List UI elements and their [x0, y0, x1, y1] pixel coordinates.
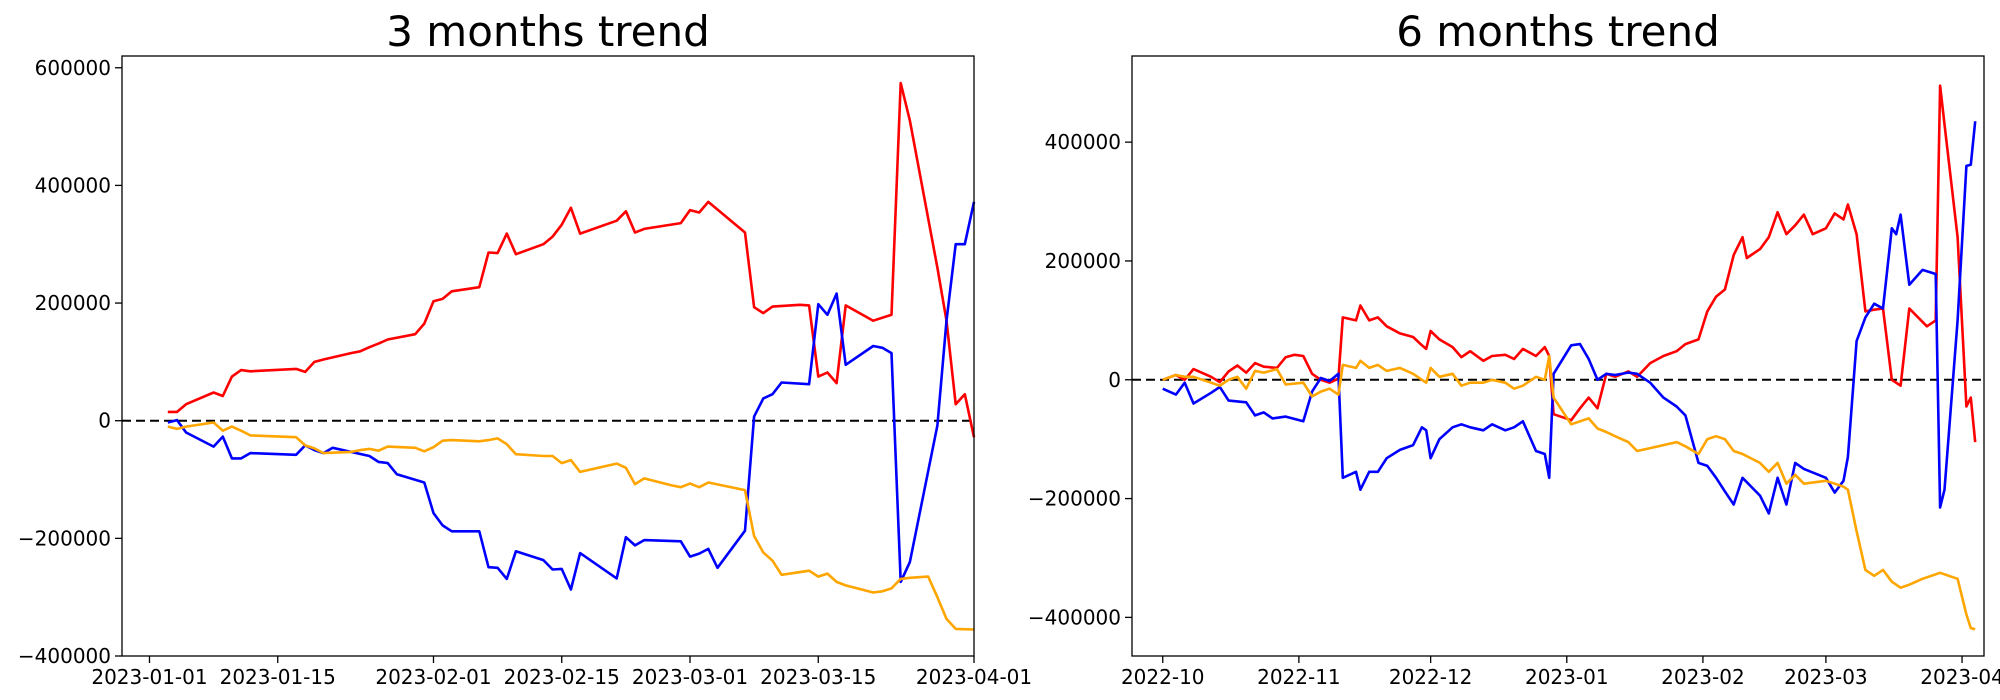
y-tick-label: −200000	[1028, 487, 1121, 511]
y-tick-label: 0	[1108, 368, 1121, 392]
x-tick-label: 2022-12	[1389, 665, 1473, 689]
chart-3-months: 3 months trend −400000 −200000 0 200000 4000…	[18, 7, 1032, 689]
plot-frame	[1131, 55, 1985, 657]
x-tick-label: 2023-03	[1784, 665, 1868, 689]
y-tick-label: 600000	[35, 56, 111, 80]
series-line-2	[1162, 121, 1977, 515]
y-tick-label: 0	[98, 409, 111, 433]
y-tick-label: −400000	[1028, 605, 1121, 629]
x-tick-label: 2023-04	[1920, 665, 2000, 689]
x-tick-label: 2023-03-01	[632, 665, 748, 689]
series-line-1	[167, 81, 976, 438]
y-tick-label: 200000	[35, 291, 111, 315]
y-tick-label: 200000	[1045, 249, 1121, 273]
y-tick-label: −200000	[18, 526, 111, 550]
y-tick-label: 400000	[1045, 130, 1121, 154]
x-tick-label: 2022-10	[1121, 665, 1205, 689]
x-tick-label: 2023-01-15	[220, 665, 336, 689]
series-line-3	[167, 421, 975, 631]
series-line-3	[1162, 354, 1976, 631]
y-tick-label: 400000	[35, 173, 111, 197]
y-tick-label: −400000	[18, 644, 111, 668]
x-tick-label: 2023-04-01	[916, 665, 1032, 689]
chart-title-3-months: 3 months trend	[386, 7, 710, 56]
x-tick-label: 2023-02-01	[375, 665, 491, 689]
x-tick-label: 2022-11	[1257, 665, 1341, 689]
x-tick-label: 2023-01-01	[91, 665, 207, 689]
series-line-2	[167, 201, 976, 591]
x-tick-label: 2023-03-15	[760, 665, 876, 689]
x-tick-label: 2023-01	[1525, 665, 1609, 689]
x-tick-label: 2023-02-15	[504, 665, 620, 689]
x-tick-label: 2023-02	[1661, 665, 1745, 689]
chart-6-months: 6 months trend −400000 −200000 0 200000 4000…	[1028, 7, 2000, 689]
chart-title-6-months: 6 months trend	[1396, 7, 1720, 56]
plot-frame	[121, 55, 975, 657]
series-line-1	[1162, 84, 1977, 443]
